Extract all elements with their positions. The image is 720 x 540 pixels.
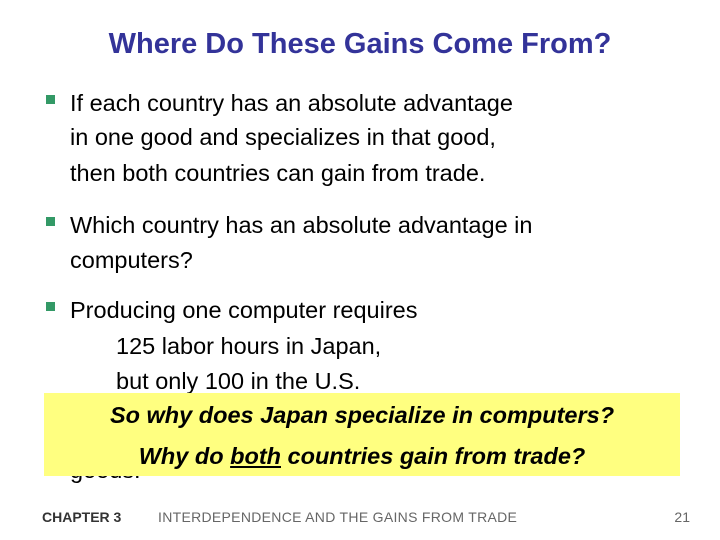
- footer-chapter: CHAPTER 3: [42, 509, 122, 525]
- square-bullet-icon: [46, 217, 55, 226]
- bullet1-line3: then both countries can gain from trade.: [70, 160, 486, 186]
- bullet3-line2: 125 labor hours in Japan,: [116, 333, 382, 359]
- square-bullet-icon: [46, 95, 55, 104]
- bullet1-line1: If each country has an absolute advantag…: [70, 90, 513, 116]
- bullet3-line1: Producing one computer requires: [70, 297, 418, 323]
- callout-line2-prefix: Why do: [138, 443, 231, 469]
- bullet3-line3: but only 100 in the U.S.: [116, 368, 361, 394]
- callout-line2: Why do both countries gain from trade?: [44, 443, 680, 470]
- callout-box: So why does Japan specialize in computer…: [44, 393, 680, 476]
- footer-title: INTERDEPENDENCE AND THE GAINS FROM TRADE: [158, 509, 518, 525]
- page-number: 21: [674, 509, 690, 525]
- callout-emphasis: both: [230, 443, 281, 469]
- bullet2-line1: Which country has an absolute advantage …: [70, 212, 533, 238]
- square-bullet-icon: [46, 302, 55, 311]
- callout-line2-suffix: countries gain from trade?: [281, 443, 586, 469]
- slide-title: Where Do These Gains Come From?: [108, 28, 612, 60]
- callout-line1: So why does Japan specialize in computer…: [109, 402, 615, 428]
- bullet2-line2: computers?: [70, 247, 193, 273]
- bullet1-line2: in one good and specializes in that good…: [70, 124, 496, 150]
